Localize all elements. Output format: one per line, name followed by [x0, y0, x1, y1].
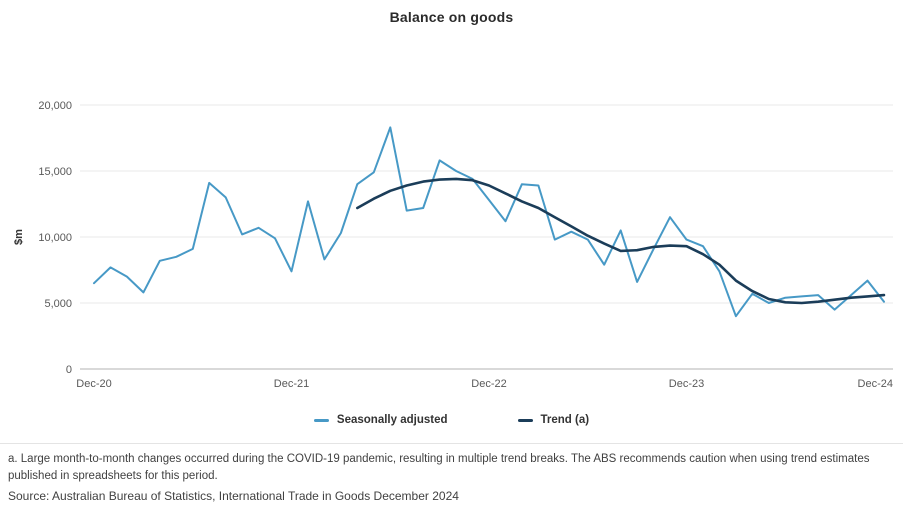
footnote: a. Large month-to-month changes occurred… [0, 443, 903, 484]
legend-label: Seasonally adjusted [336, 414, 448, 426]
y-axis-title: $m [13, 229, 25, 245]
y-tick-label: 20,000 [38, 100, 72, 112]
x-tick-label: Dec-20 [76, 378, 111, 390]
legend-label: Trend (a) [540, 414, 590, 426]
y-tick-label: 5,000 [44, 298, 72, 310]
x-tick-label: Dec-21 [274, 378, 309, 390]
seasonally-adjusted-line [93, 126, 885, 318]
y-tick-label: 10,000 [38, 232, 72, 244]
source-attribution: Source: Australian Bureau of Statistics,… [8, 489, 459, 503]
y-tick-label: 15,000 [38, 166, 72, 178]
x-tick-label: Dec-23 [669, 378, 704, 390]
trend-swatch-icon [517, 418, 533, 422]
seasonally-adjusted-swatch-icon [313, 418, 329, 422]
x-tick-label: Dec-22 [471, 378, 506, 390]
legend-item-trend[interactable]: Trend (a) [517, 414, 590, 426]
chart-title: Balance on goods [389, 9, 514, 25]
legend-item-seasonally-adjusted[interactable]: Seasonally adjusted [313, 414, 448, 426]
trend-line [355, 177, 886, 305]
chart-canvas: 0 5,000 10,000 15,000 20,000 $m Dec-20 Dec-21 De… [13, 100, 893, 390]
x-tick-label: Dec-24 [858, 378, 893, 390]
y-tick-label: 0 [66, 364, 72, 376]
chart-legend: Seasonally adjusted Trend (a) [0, 414, 903, 426]
